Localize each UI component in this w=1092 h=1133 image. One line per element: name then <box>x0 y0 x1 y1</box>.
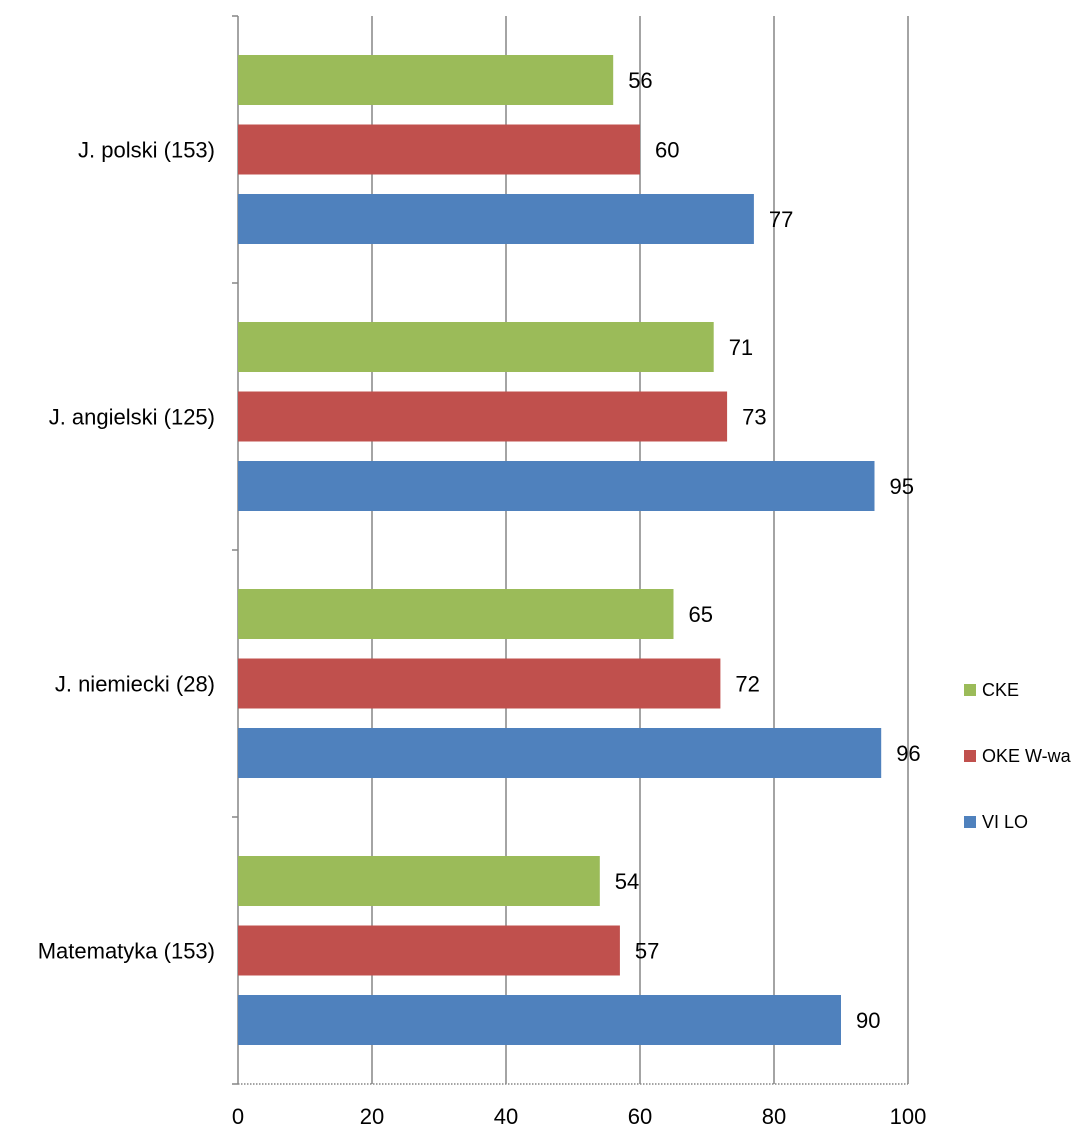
bar-vi-lo-j-angielski-125 <box>238 461 875 511</box>
legend-label-cke: CKE <box>982 679 1020 700</box>
legend-label-vi-lo: VI LO <box>982 811 1029 832</box>
data-label-cke-j-niemiecki-28: 65 <box>689 602 713 627</box>
data-label-vi-lo-j-niemiecki-28: 96 <box>896 741 920 766</box>
bar-oke-w-wa-j-angielski-125 <box>238 391 728 442</box>
x-tick-label-20: 20 <box>360 1104 384 1129</box>
x-tick-label-40: 40 <box>494 1104 518 1129</box>
legend-swatch-vi-lo <box>964 816 976 828</box>
x-tick-label-80: 80 <box>762 1104 786 1129</box>
bar-cke-j-polski-153 <box>238 55 614 105</box>
x-tick-label-100: 100 <box>890 1104 927 1129</box>
legend-item-vi-lo: VI LO <box>964 812 1028 832</box>
category-label-j-angielski-125: J. angielski (125) <box>49 405 215 430</box>
data-label-vi-lo-matematyka-153: 90 <box>856 1008 880 1033</box>
data-label-cke-j-angielski-125: 71 <box>729 335 753 360</box>
legend-item-oke-w-wa: OKE W-wa <box>964 746 1071 766</box>
legend-label-oke-w-wa: OKE W-wa <box>982 745 1071 766</box>
bar-cke-matematyka-153 <box>238 856 600 906</box>
data-label-vi-lo-j-angielski-125: 95 <box>890 474 914 499</box>
bar-vi-lo-j-niemiecki-28 <box>238 728 882 778</box>
legend-item-cke: CKE <box>964 680 1019 700</box>
data-label-vi-lo-j-polski-153: 77 <box>769 207 793 232</box>
data-label-oke-w-wa-j-polski-153: 60 <box>655 138 679 163</box>
bar-oke-w-wa-j-polski-153 <box>238 124 640 175</box>
bar-cke-j-niemiecki-28 <box>238 589 674 639</box>
bar-vi-lo-matematyka-153 <box>238 995 841 1045</box>
bar-vi-lo-j-polski-153 <box>238 194 754 244</box>
category-label-matematyka-153: Matematyka (153) <box>38 939 215 964</box>
x-tick-label-60: 60 <box>628 1104 652 1129</box>
data-label-cke-matematyka-153: 54 <box>615 869 639 894</box>
category-label-j-niemiecki-28: J. niemiecki (28) <box>55 672 215 697</box>
data-label-cke-j-polski-153: 56 <box>628 68 652 93</box>
bar-oke-w-wa-matematyka-153 <box>238 925 620 976</box>
bar-cke-j-angielski-125 <box>238 322 714 372</box>
data-label-oke-w-wa-matematyka-153: 57 <box>635 939 659 964</box>
category-label-j-polski-153: J. polski (153) <box>78 138 215 163</box>
data-label-oke-w-wa-j-niemiecki-28: 72 <box>735 672 759 697</box>
x-tick-label-0: 0 <box>232 1104 244 1129</box>
legend-swatch-cke <box>964 684 976 696</box>
bar-oke-w-wa-j-niemiecki-28 <box>238 658 721 709</box>
legend-swatch-oke-w-wa <box>964 750 976 762</box>
data-label-oke-w-wa-j-angielski-125: 73 <box>742 405 766 430</box>
